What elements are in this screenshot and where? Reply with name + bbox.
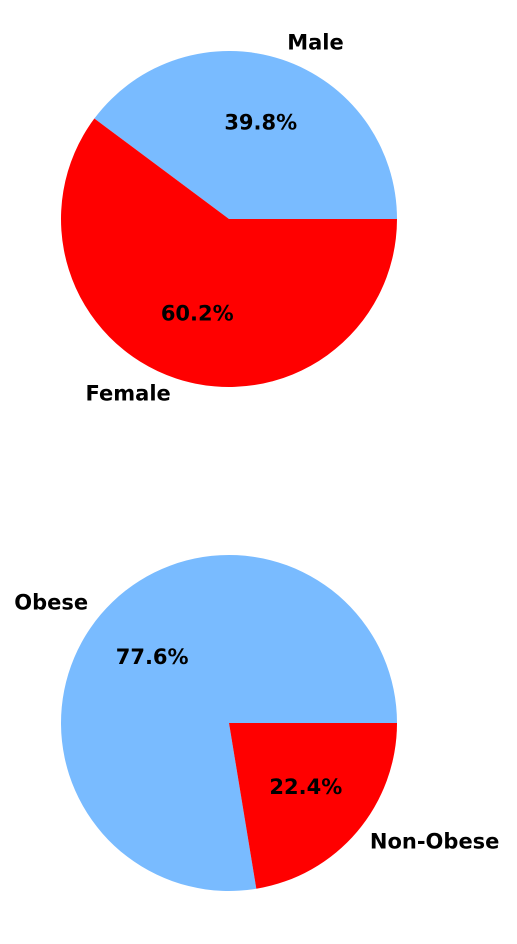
slice-label-non-obese: Non-Obese xyxy=(370,830,500,854)
slice-percent-male: 39.8% xyxy=(224,110,297,134)
gender-pie-chart: Male 39.8% Female 60.2% xyxy=(61,31,398,405)
pie-slice-non-obese xyxy=(229,723,397,889)
slice-label-female: Female xyxy=(86,381,171,405)
slice-label-obese: Obese xyxy=(14,590,88,614)
pie-slice-female xyxy=(61,118,398,388)
slice-percent-non-obese: 22.4% xyxy=(269,775,342,799)
pie-slice-obese xyxy=(61,554,398,891)
slice-percent-female: 60.2% xyxy=(161,302,234,326)
slice-label-male: Male xyxy=(287,31,344,55)
obesity-pie-chart: Obese 77.6% Non-Obese 22.4% xyxy=(14,554,500,891)
slice-percent-obese: 77.6% xyxy=(116,645,189,669)
pie-slice-male xyxy=(94,51,397,219)
